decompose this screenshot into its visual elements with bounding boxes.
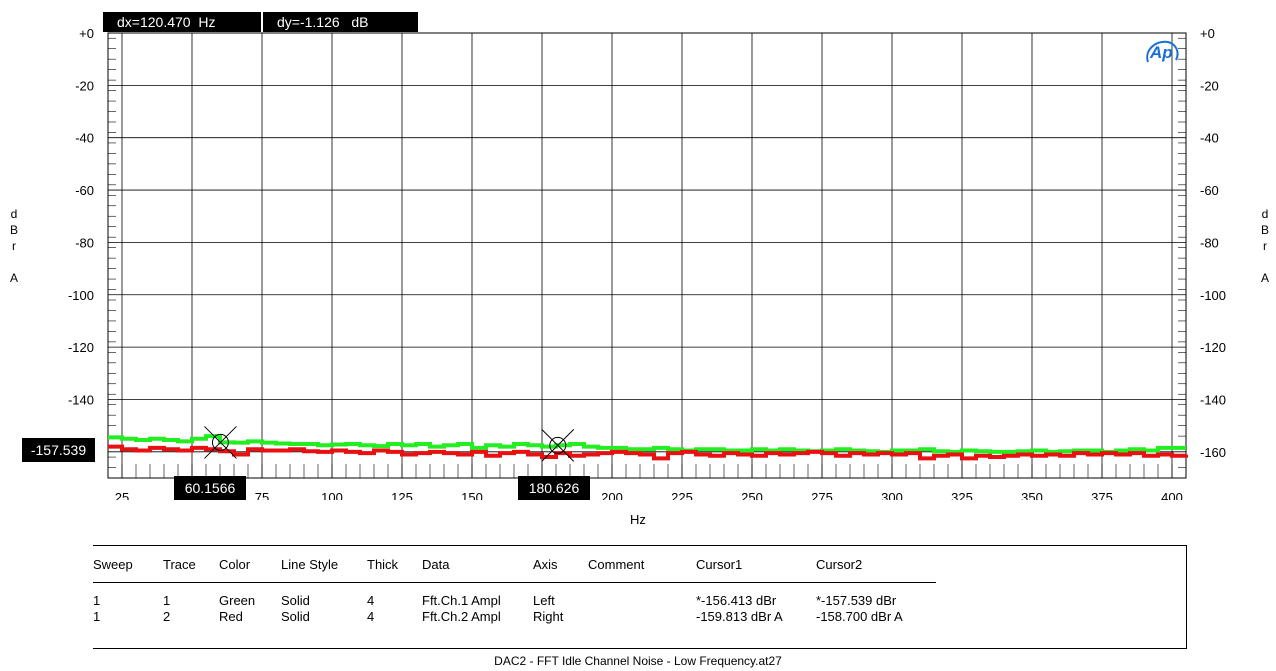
- x-tick-label: 300: [881, 490, 903, 500]
- ap-logo-text: Ap: [1149, 43, 1173, 62]
- y-tick-label-right: -160: [1200, 445, 1226, 460]
- legend-col-color: Color: [219, 546, 281, 583]
- x-tick-label: 275: [811, 490, 833, 500]
- y-tick-label-left: -20: [75, 78, 94, 93]
- y-tick-label-left: -80: [75, 235, 94, 250]
- trace-red-ch2: [108, 444, 1188, 461]
- legend-row: 1 2 Red Solid 4 Fft.Ch.2 Ampl Right -159.813 …: [93, 609, 903, 624]
- x-tick-label: 375: [1091, 490, 1113, 500]
- y-tick-label-right: +0: [1200, 26, 1215, 41]
- dy-readout: dy=-1.126 dB: [263, 12, 418, 32]
- legend-col-thick: Thick: [367, 546, 422, 583]
- legend-col-comment: Comment: [588, 546, 696, 583]
- dx-readout: dx=120.470 Hz: [103, 12, 261, 32]
- x-tick-label: 400: [1161, 490, 1183, 500]
- fft-plot: 2550751001251501752002252502753003253503…: [68, 26, 1226, 500]
- y-tick-label-left: -60: [75, 183, 94, 198]
- chart-footer: DAC2 - FFT Idle Channel Noise - Low Freq…: [494, 654, 782, 668]
- x-axis-label: Hz: [630, 512, 646, 527]
- cursor2-x-marker: 180.626: [518, 476, 590, 500]
- legend-col-sweep: Sweep: [93, 546, 163, 583]
- y-tick-label-right: -40: [1200, 131, 1219, 146]
- y-tick-label-right: -140: [1200, 392, 1226, 407]
- y-tick-label-right: -100: [1200, 288, 1226, 303]
- y-tick-label-left: -100: [68, 288, 94, 303]
- x-tick-label: 125: [391, 490, 413, 500]
- traces: [108, 434, 1188, 461]
- x-tick-label: 250: [741, 490, 763, 500]
- y-tick-label-right: -60: [1200, 183, 1219, 198]
- legend-table: Sweep Trace Color Line Style Thick Data …: [93, 546, 936, 625]
- plot-frame: [107, 32, 1187, 479]
- legend-col-line-style: Line Style: [281, 546, 367, 583]
- trace-green-ch1: [108, 434, 1186, 454]
- plot-grid: [107, 32, 1187, 479]
- x-tick-label: 350: [1021, 490, 1043, 500]
- y-tick-label-right: -80: [1200, 235, 1219, 250]
- x-tick-label: 225: [671, 490, 693, 500]
- cursor1-x-marker: 60.1566: [174, 476, 246, 500]
- x-tick-label: 325: [951, 490, 973, 500]
- x-tick-label: 75: [255, 490, 269, 500]
- x-tick-label: 150: [461, 490, 483, 500]
- y-tick-label-right: -20: [1200, 78, 1219, 93]
- y-cursor-marker: -157.539: [22, 438, 95, 462]
- legend-col-axis: Axis: [533, 546, 588, 583]
- legend-col-data: Data: [422, 546, 533, 583]
- legend-row: 1 1 Green Solid 4 Fft.Ch.1 Ampl Left *-156.41…: [93, 593, 897, 608]
- cursor-2-marker-symbol: [541, 429, 575, 462]
- legend-col-cursor1: Cursor1: [696, 546, 816, 583]
- minor-ticks: [108, 37, 1187, 479]
- x-tick-label: 25: [115, 490, 129, 500]
- y-tick-label-right: -120: [1200, 340, 1226, 355]
- trace-legend: Sweep Trace Color Line Style Thick Data …: [93, 545, 1187, 649]
- cursor-1-marker-symbol: [204, 426, 237, 459]
- y-tick-label-left: +0: [79, 26, 94, 41]
- cursor-markers: [204, 426, 575, 462]
- x-tick-label: 100: [321, 490, 343, 500]
- legend-col-cursor2: Cursor2: [816, 546, 936, 583]
- x-tick-label: 200: [601, 490, 623, 500]
- y-tick-label-left: -120: [68, 340, 94, 355]
- ap-logo: Ap: [1146, 40, 1179, 63]
- y-tick-label-left: -140: [68, 392, 94, 407]
- legend-header-row: Sweep Trace Color Line Style Thick Data …: [93, 546, 936, 583]
- y-tick-label-left: -40: [75, 131, 94, 146]
- tick-labels: 2550751001251501752002252502753003253503…: [68, 26, 1226, 500]
- legend-col-trace: Trace: [163, 546, 219, 583]
